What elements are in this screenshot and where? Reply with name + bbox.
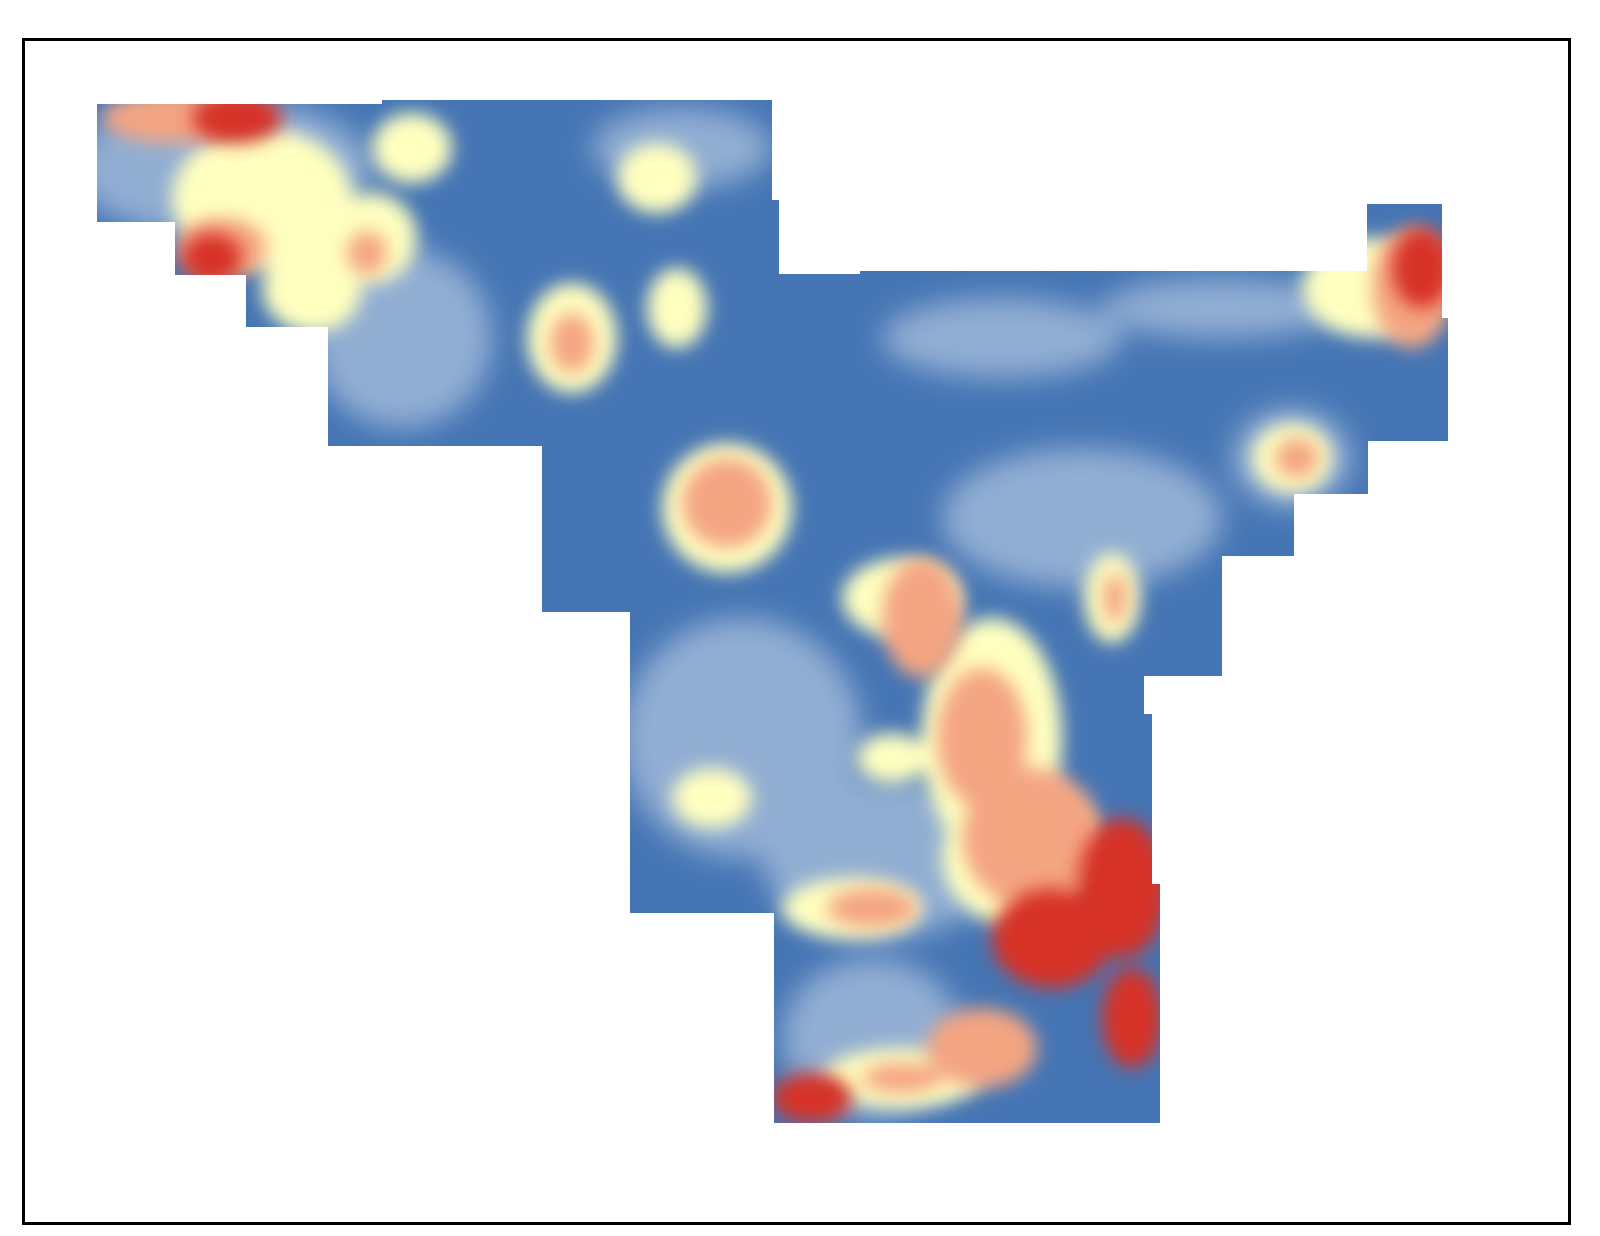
map-frame	[22, 38, 1571, 1225]
heatmap-map	[22, 38, 1571, 1225]
high-layer	[182, 100, 1448, 1123]
map-frame-border	[22, 38, 1571, 1225]
highmid-layer	[102, 100, 1448, 1093]
lowmid-layer	[97, 100, 1352, 1118]
